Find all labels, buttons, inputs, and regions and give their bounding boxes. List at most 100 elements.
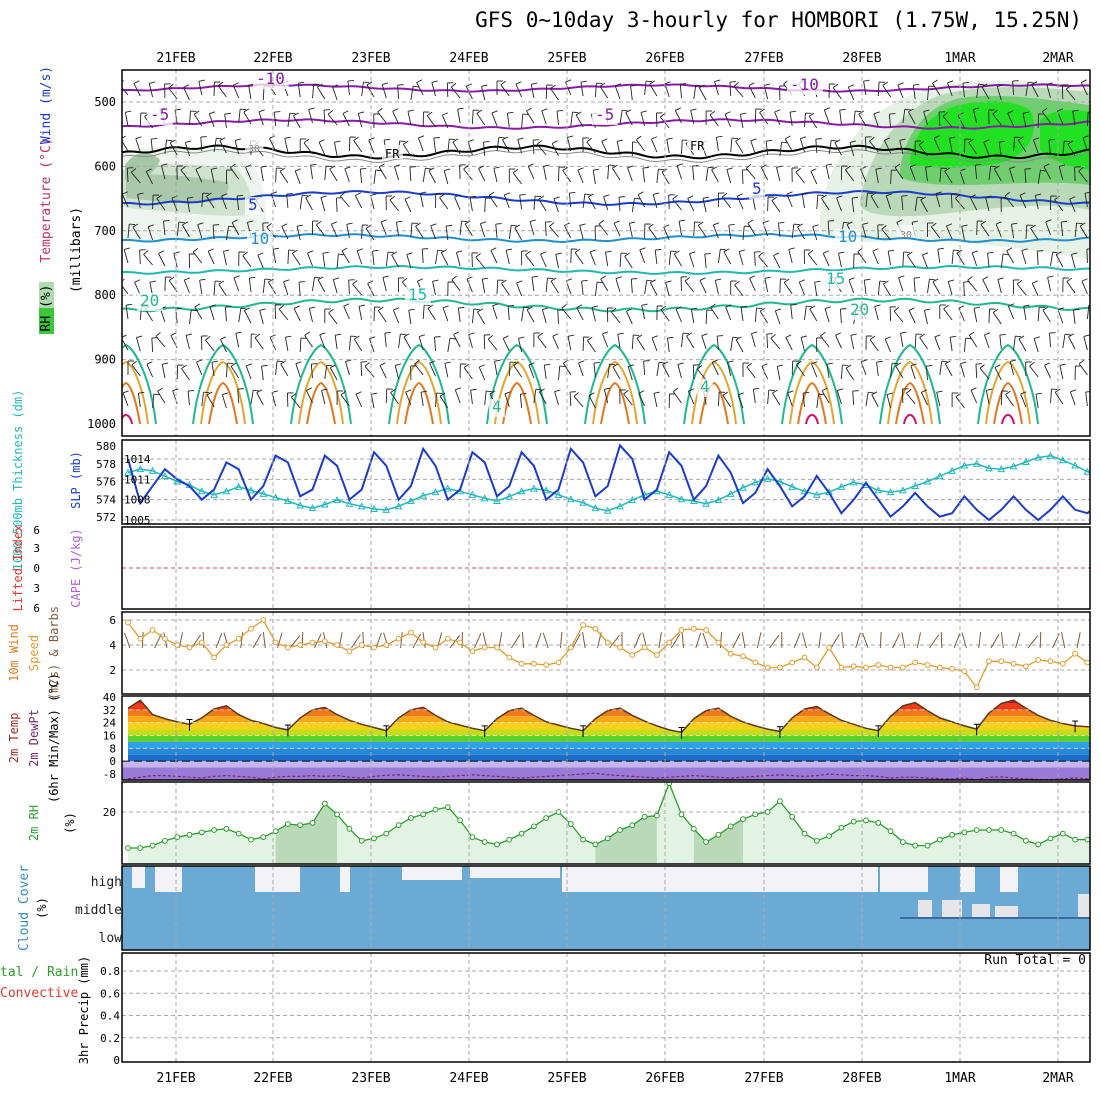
wind-barb-flag bbox=[228, 225, 235, 228]
clear-sky-gap bbox=[880, 866, 905, 892]
wind-barb-flag bbox=[901, 195, 908, 197]
date-label-top: 2MAR bbox=[1042, 51, 1073, 66]
precip-plot bbox=[122, 970, 1090, 1039]
wind-barb-flag bbox=[354, 335, 360, 340]
wind-barb-flag bbox=[1068, 333, 1075, 338]
temperature-contour-25 bbox=[388, 343, 450, 425]
thickness-marker bbox=[333, 496, 341, 504]
wind-barb-flag bbox=[387, 251, 395, 254]
thickness-marker bbox=[1083, 467, 1090, 475]
wind-barb bbox=[990, 633, 1000, 649]
wind-speed-marker bbox=[408, 629, 414, 636]
wind-barb-flag bbox=[875, 167, 882, 170]
panel-frame-cloud bbox=[121, 865, 1091, 951]
wind-barb bbox=[481, 279, 486, 294]
wind-barb-flag bbox=[307, 250, 314, 254]
wind-barb-flag bbox=[982, 276, 989, 280]
temperature-contour-40 bbox=[122, 414, 133, 425]
wind-barb bbox=[183, 87, 190, 101]
wind-barb bbox=[869, 140, 879, 153]
wind-barb-flag bbox=[777, 364, 784, 367]
wind-barb bbox=[513, 365, 522, 378]
wind-barb-flag bbox=[481, 84, 488, 87]
wind-barb-flag bbox=[722, 192, 728, 198]
wind-barb bbox=[201, 193, 204, 208]
wind-barb-flag bbox=[247, 220, 254, 223]
wind-barb-flag bbox=[535, 388, 542, 391]
wind-barb-flag bbox=[1008, 303, 1015, 307]
clear-sky-gap bbox=[340, 866, 350, 892]
wind-barb bbox=[147, 226, 154, 241]
wind-barb bbox=[738, 251, 744, 266]
wind-barb bbox=[341, 250, 350, 264]
wind-barb-flag bbox=[1048, 138, 1055, 141]
wind-barb bbox=[126, 167, 129, 183]
wind-barb bbox=[668, 251, 672, 266]
wind-barb-flag bbox=[344, 166, 351, 170]
wind-barb-flag bbox=[810, 168, 817, 172]
wind-barb bbox=[324, 365, 328, 380]
wind-barb bbox=[443, 170, 449, 185]
wind-barb-flag bbox=[881, 224, 887, 230]
wind-barb-flag bbox=[845, 364, 852, 369]
wind-barb-flag bbox=[653, 192, 660, 195]
wind-barb bbox=[651, 337, 658, 352]
wind-barb bbox=[208, 113, 215, 128]
wind-barb-flag bbox=[734, 280, 740, 286]
wind-barb-flag bbox=[867, 192, 874, 195]
wind-barb bbox=[521, 632, 525, 649]
thickness-marker bbox=[284, 496, 292, 505]
wind-barb bbox=[431, 82, 436, 97]
wind-barb-flag bbox=[1059, 363, 1066, 366]
wind-barb bbox=[234, 140, 240, 155]
wind-barb bbox=[612, 366, 621, 380]
rh-marker bbox=[346, 825, 353, 832]
wind-barb-flag bbox=[1032, 280, 1038, 284]
wind-barb bbox=[357, 113, 363, 128]
wind-barb-flag bbox=[918, 140, 925, 146]
wind-barb-flag bbox=[358, 111, 365, 114]
wind-barb bbox=[285, 337, 289, 352]
mid-cloud-gap bbox=[1078, 894, 1090, 918]
wind-barb bbox=[1048, 140, 1051, 155]
wind-barb bbox=[788, 249, 793, 264]
wind-barb bbox=[993, 168, 1002, 182]
wind-barb bbox=[562, 362, 572, 376]
wind-barb bbox=[766, 333, 769, 349]
wind-barb-flag bbox=[580, 80, 587, 83]
wind-barb bbox=[340, 394, 350, 407]
wind-barb-flag bbox=[540, 251, 547, 255]
wind-barb bbox=[602, 333, 609, 348]
wind-barb bbox=[183, 279, 190, 294]
wind-barb bbox=[836, 197, 842, 212]
thickness-marker bbox=[1058, 456, 1067, 464]
wind-barb bbox=[124, 632, 131, 649]
wind-barb-flag bbox=[341, 247, 348, 252]
wind-barb bbox=[963, 281, 965, 297]
wind-barb-flag bbox=[513, 361, 519, 366]
wind-barb-flag bbox=[634, 197, 641, 200]
wind-barb-flag bbox=[418, 334, 425, 338]
wind-barb-flag bbox=[340, 390, 347, 396]
temperature-contour-35 bbox=[895, 381, 925, 425]
wind-barb-flag bbox=[1002, 253, 1010, 256]
wind-barb-flag bbox=[454, 194, 461, 198]
wind-barb-flag bbox=[637, 191, 644, 196]
wind-barb bbox=[406, 254, 412, 269]
wind-barb bbox=[865, 392, 869, 407]
cloud-plot bbox=[122, 866, 1090, 950]
wind-barb-flag bbox=[665, 280, 672, 283]
wind-barb-flag bbox=[802, 192, 809, 195]
rh-marker bbox=[432, 806, 439, 813]
thickness-tick-label: 574 bbox=[96, 493, 116, 506]
rh-marker bbox=[764, 809, 771, 815]
wind-barb-flag bbox=[673, 387, 679, 393]
wind-barb-flag bbox=[455, 387, 462, 391]
wind-barb bbox=[1069, 391, 1076, 406]
wind-barb-flag bbox=[641, 303, 648, 306]
wind-barb-flag bbox=[350, 335, 357, 338]
wind-barb bbox=[920, 199, 928, 213]
wind-barb bbox=[504, 393, 510, 408]
wind-barb-flag bbox=[759, 108, 765, 113]
wind-barb-flag bbox=[1015, 335, 1022, 338]
